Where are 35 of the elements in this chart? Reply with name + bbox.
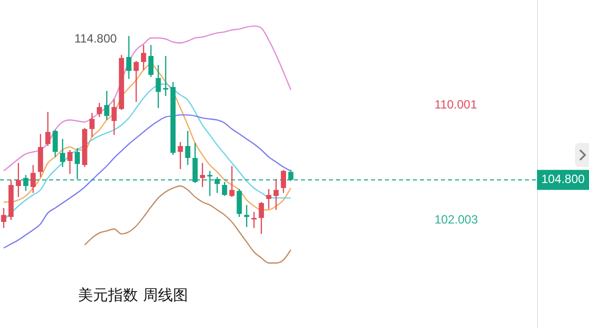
candlestick	[30, 164, 36, 194]
candlestick	[1, 207, 6, 229]
candlestick	[244, 204, 250, 228]
candlestick	[185, 130, 190, 166]
candlestick	[200, 162, 206, 188]
candlestick	[104, 90, 110, 121]
ref-line-label: 104.800	[541, 172, 586, 186]
candlestick	[274, 178, 279, 210]
candlestick	[258, 201, 264, 235]
candlestick	[280, 169, 286, 194]
candlestick	[52, 129, 58, 158]
annotation: 114.800	[74, 31, 118, 46]
y-tick-label: 110.001	[434, 97, 478, 112]
candlestick	[60, 138, 66, 168]
candlestick	[45, 111, 50, 147]
candlestick	[67, 149, 73, 175]
candlestick	[140, 44, 146, 71]
line-series	[84, 185, 292, 264]
candlestick	[96, 102, 102, 118]
candlestick	[236, 188, 242, 218]
line-series	[3, 25, 292, 172]
candlestick	[112, 98, 117, 136]
candlestick	[126, 35, 132, 80]
candlestick	[156, 64, 161, 109]
text: 美元指数 周线图	[78, 286, 188, 305]
candlestick	[89, 112, 95, 138]
candlestick	[251, 211, 257, 229]
candlestick	[163, 55, 168, 97]
candlestick	[134, 60, 139, 103]
candlestick	[148, 44, 154, 78]
y-tick-label: 102.003	[434, 212, 478, 226]
candlestick	[266, 188, 272, 210]
candlestick	[178, 141, 183, 170]
candlestick	[229, 165, 234, 198]
candlestick	[16, 162, 21, 198]
